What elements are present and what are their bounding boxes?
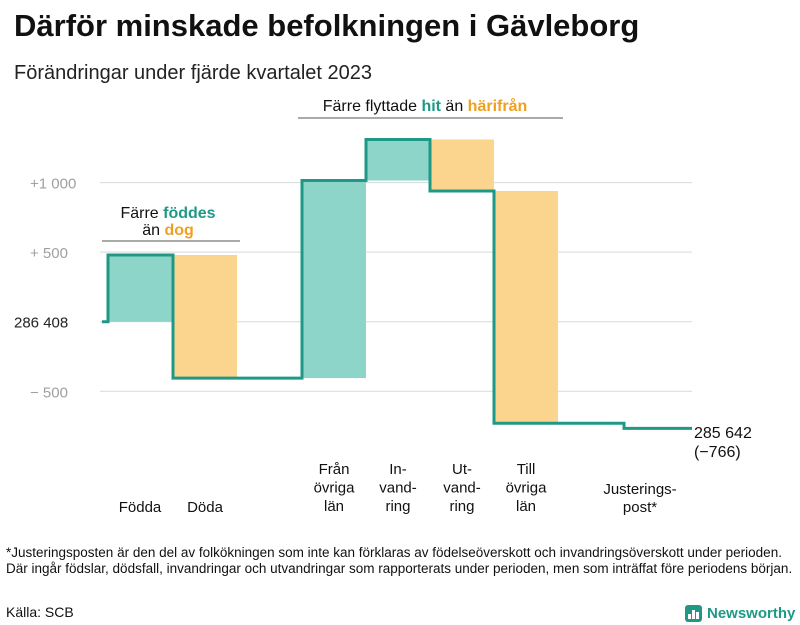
- bar-till-övriga-län: [494, 190, 558, 424]
- bar-födda: [108, 254, 172, 322]
- end-change-label: (−766): [694, 444, 741, 461]
- x-category-label: Till: [517, 461, 536, 478]
- bar-från-övriga-län: [302, 180, 366, 379]
- cumulative-line: [102, 137, 692, 430]
- x-category-label: Födda: [119, 499, 162, 516]
- newsworthy-logo: Newsworthy: [685, 603, 795, 623]
- x-category-label: Ut-: [452, 461, 472, 478]
- x-category-label: ring: [385, 498, 410, 515]
- annotation-text: Färre flyttade hit än härifrån: [323, 97, 528, 115]
- bar-invandring: [366, 139, 430, 181]
- annotation-span: härifrån: [468, 97, 528, 115]
- source-label: Källa: SCB: [6, 604, 74, 620]
- waterfall-chart: +1 000 + 500 − 500 286 408 285 642 (−766) Född…: [14, 97, 752, 516]
- annotation-span: Färre: [120, 205, 163, 222]
- logo-text: Newsworthy: [707, 604, 796, 622]
- footnote: *Justeringsposten är den del av folkökni…: [6, 545, 793, 576]
- y-tick-label: +1 000: [30, 176, 76, 193]
- x-category-label: län: [324, 498, 344, 515]
- x-category-label: ring: [449, 498, 474, 515]
- x-category-label: övriga: [506, 480, 548, 497]
- bar-chart-icon: [685, 604, 702, 622]
- x-category-label: vand-: [379, 480, 417, 497]
- annotation-span: föddes: [163, 205, 216, 222]
- x-category-label: län: [516, 498, 536, 515]
- annotation-span: Färre flyttade: [323, 98, 422, 115]
- chart-title: Därför minskade befolkningen i Gävleborg: [14, 8, 640, 43]
- chart-subtitle: Förändringar under fjärde kvartalet 2023: [14, 62, 372, 84]
- annotation-span: hit: [421, 98, 441, 115]
- bar-döda: [173, 254, 237, 379]
- x-category-label: vand-: [443, 480, 481, 497]
- bar-utvandring: [430, 139, 494, 191]
- annotation-span: än: [441, 98, 468, 115]
- end-value-label: 285 642: [694, 425, 752, 442]
- y-tick-label: − 500: [30, 384, 68, 401]
- annotation-span: dog: [164, 222, 193, 239]
- x-category-label: Döda: [187, 499, 224, 516]
- annotation-span: än: [142, 222, 164, 239]
- x-category-label: övriga: [314, 480, 356, 497]
- x-category-label: post*: [623, 499, 657, 516]
- x-category-label: In-: [389, 461, 407, 478]
- x-category-label: Justerings-: [603, 481, 676, 498]
- x-category-label: Från: [319, 461, 350, 478]
- start-value-label: 286 408: [14, 315, 68, 332]
- annotation-text: Färre föddes: [120, 205, 215, 222]
- annotation-text: än dog: [142, 222, 194, 239]
- y-tick-label: + 500: [30, 245, 68, 262]
